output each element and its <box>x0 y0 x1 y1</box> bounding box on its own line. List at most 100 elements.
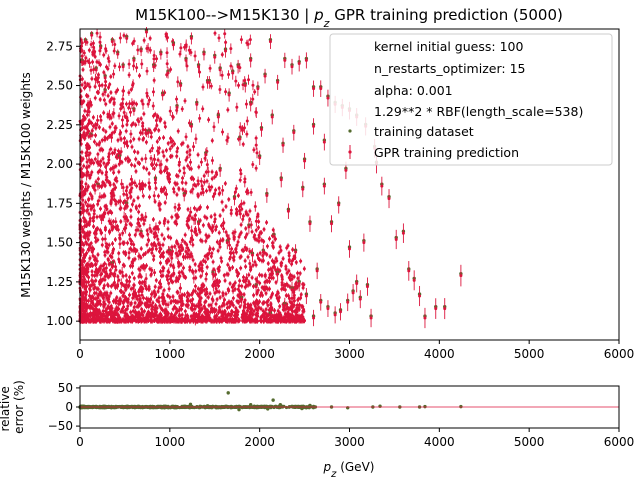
prediction-point <box>238 279 241 282</box>
prediction-point <box>239 267 242 270</box>
prediction-point <box>128 276 131 279</box>
prediction-point <box>166 278 169 281</box>
prediction-point <box>221 201 224 204</box>
prediction-point <box>265 286 268 289</box>
prediction-point <box>87 198 90 201</box>
prediction-point <box>154 113 157 116</box>
prediction-point <box>191 292 194 295</box>
prediction-point <box>90 195 93 198</box>
prediction-point <box>117 139 120 142</box>
prediction-point <box>269 296 272 299</box>
prediction-point <box>102 297 105 300</box>
prediction-point <box>103 98 106 101</box>
prediction-point <box>194 184 197 187</box>
prediction-point <box>190 167 193 170</box>
prediction-point <box>81 83 84 86</box>
prediction-point <box>262 259 265 262</box>
prediction-point <box>125 279 128 282</box>
prediction-point <box>94 96 97 99</box>
prediction-point <box>130 163 133 166</box>
prediction-point <box>101 238 104 241</box>
prediction-point <box>177 175 180 178</box>
prediction-point <box>87 130 90 133</box>
prediction-point <box>228 268 231 271</box>
prediction-point <box>271 244 274 247</box>
prediction-point <box>263 314 266 317</box>
prediction-point <box>165 149 168 152</box>
prediction-point <box>118 233 121 236</box>
prediction-point <box>84 85 87 88</box>
prediction-point <box>294 283 297 286</box>
prediction-point <box>291 303 294 306</box>
prediction-point <box>199 292 202 295</box>
prediction-point <box>150 135 153 138</box>
prediction-point <box>265 280 268 283</box>
title-suffix: GPR training prediction (5000) <box>329 6 562 24</box>
prediction-point <box>157 116 160 119</box>
prediction-point <box>125 274 128 277</box>
prediction-point <box>231 266 234 269</box>
prediction-point <box>159 262 162 265</box>
prediction-point <box>174 220 177 223</box>
prediction-point <box>210 252 213 255</box>
prediction-point <box>237 319 240 322</box>
prediction-point <box>295 286 298 289</box>
prediction-point <box>206 206 209 209</box>
prediction-point <box>85 220 88 223</box>
prediction-point <box>287 244 290 247</box>
prediction-point <box>247 273 250 276</box>
prediction-point <box>161 266 164 269</box>
prediction-point <box>196 193 199 196</box>
prediction-point <box>290 313 293 316</box>
prediction-point <box>167 142 170 145</box>
prediction-point <box>244 265 247 268</box>
prediction-point <box>105 66 108 69</box>
prediction-point <box>96 91 99 94</box>
prediction-point <box>239 305 242 308</box>
prediction-point <box>194 270 197 273</box>
prediction-point <box>207 296 210 299</box>
prediction-point <box>216 240 219 243</box>
prediction-point <box>206 257 209 260</box>
prediction-point <box>101 171 104 174</box>
prediction-point <box>211 170 214 173</box>
prediction-point <box>169 301 172 304</box>
prediction-point <box>293 296 296 299</box>
prediction-point <box>140 247 143 250</box>
prediction-point <box>240 223 243 226</box>
prediction-point <box>155 248 158 251</box>
prediction-point <box>289 300 292 303</box>
prediction-point <box>227 198 230 201</box>
prediction-point <box>164 125 167 128</box>
prediction-point <box>189 190 192 193</box>
prediction-point <box>86 270 89 273</box>
prediction-point <box>81 199 84 202</box>
prediction-point <box>210 307 213 310</box>
prediction-point <box>265 253 268 256</box>
prediction-point <box>178 169 181 172</box>
prediction-point <box>143 280 146 283</box>
prediction-point <box>149 274 152 277</box>
prediction-point <box>109 148 112 151</box>
prediction-point <box>109 99 112 102</box>
prediction-point <box>220 257 223 260</box>
prediction-point <box>128 293 131 296</box>
prediction-point <box>101 157 104 160</box>
prediction-point <box>112 171 115 174</box>
prediction-point <box>107 211 110 214</box>
prediction-point <box>268 237 271 240</box>
prediction-point <box>166 294 169 297</box>
prediction-point <box>226 263 229 266</box>
prediction-point <box>158 221 161 224</box>
prediction-point <box>290 263 293 266</box>
prediction-point <box>117 252 120 255</box>
prediction-point <box>199 308 202 311</box>
prediction-point <box>258 273 261 276</box>
prediction-point <box>90 159 93 162</box>
prediction-point <box>80 135 83 138</box>
prediction-point <box>216 290 219 293</box>
prediction-point <box>189 300 192 303</box>
prediction-point <box>287 269 290 272</box>
prediction-point <box>122 320 125 323</box>
